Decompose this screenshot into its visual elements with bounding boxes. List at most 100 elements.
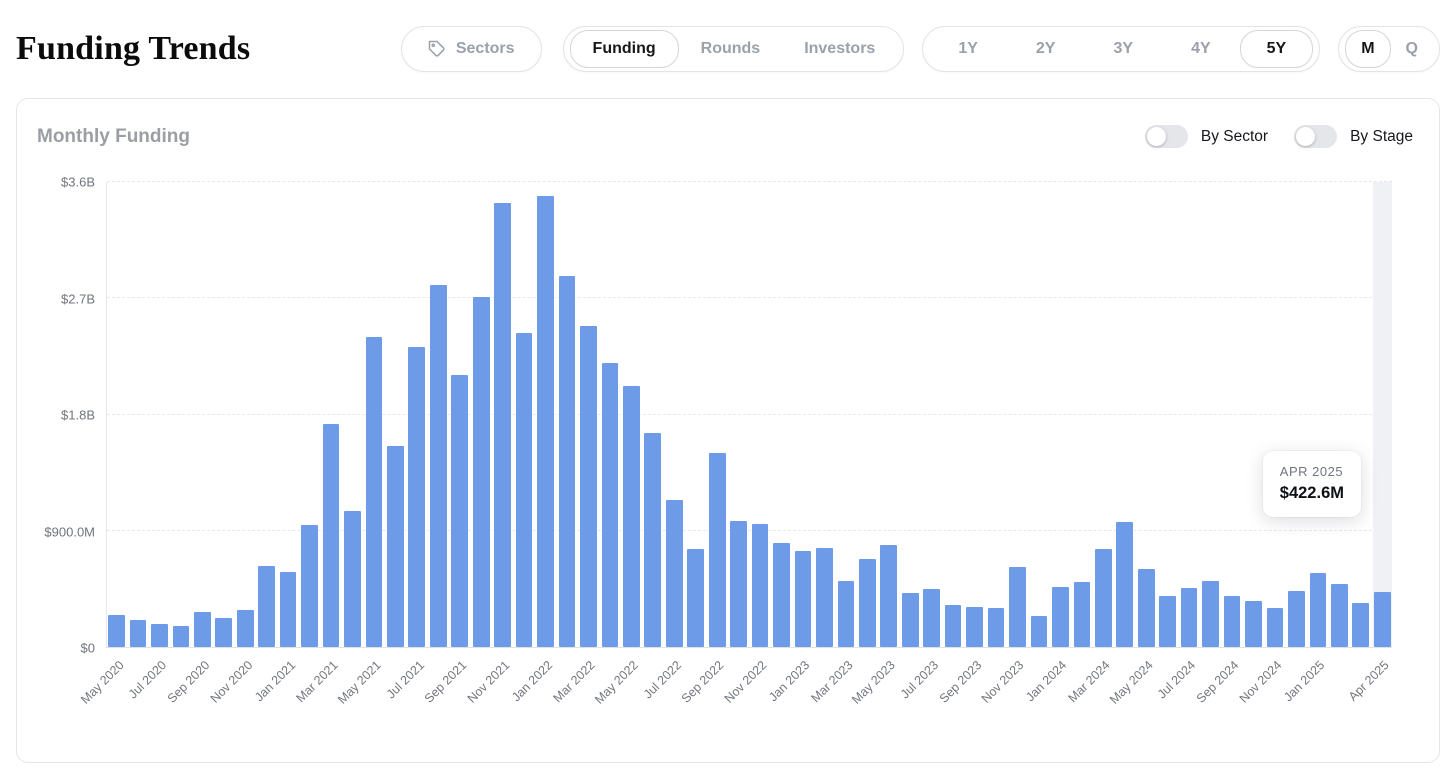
bar[interactable] [172,625,190,647]
bar-slot-jun-2022[interactable] [643,182,662,647]
bar[interactable] [837,581,855,647]
bar[interactable] [558,275,576,647]
bar[interactable] [644,433,662,647]
bar[interactable] [1073,581,1091,647]
bar[interactable] [794,550,812,647]
bar-slot-jul-2021[interactable] [407,182,426,647]
bar-slot-jul-2022[interactable] [665,182,684,647]
bar-slot-jul-2020[interactable] [150,182,169,647]
bar-slot-nov-2021[interactable] [493,182,512,647]
bar[interactable] [1309,573,1327,647]
tab-1y[interactable]: 1Y [958,40,978,57]
bar-slot-dec-2023[interactable] [1029,182,1048,647]
bar[interactable] [537,195,554,647]
bar[interactable] [816,547,833,647]
bar[interactable] [1030,616,1048,647]
bar[interactable] [987,608,1005,647]
bar[interactable] [279,571,297,647]
bar[interactable] [1094,549,1112,647]
bar-slot-feb-2021[interactable] [300,182,319,647]
bar[interactable] [365,337,383,647]
bar-slot-jun-2024[interactable] [1158,182,1177,647]
tab-investors[interactable]: Investors [804,40,876,57]
by-stage-switch[interactable] [1294,125,1338,148]
bar[interactable] [1330,584,1348,647]
bar-slot-sep-2020[interactable] [193,182,212,647]
bar-slot-mar-2024[interactable] [1094,182,1113,647]
bar-slot-aug-2023[interactable] [944,182,963,647]
bar-slot-jan-2024[interactable] [1051,182,1070,647]
tab-5y[interactable]: 5Y [1239,30,1314,68]
bar[interactable] [322,423,340,647]
bar[interactable] [601,363,619,647]
bar[interactable] [494,202,511,647]
bar[interactable] [1288,590,1305,647]
tab-monthly[interactable]: M [1345,30,1391,68]
bar-slot-feb-2025[interactable] [1330,182,1349,647]
bar[interactable] [387,446,404,647]
bar-slot-oct-2024[interactable] [1244,182,1263,647]
bar-slot-may-2020[interactable] [107,182,126,647]
bar[interactable] [944,604,962,647]
bar[interactable] [966,607,983,647]
bar-slot-nov-2024[interactable] [1265,182,1284,647]
bar[interactable] [687,549,705,647]
bar[interactable] [236,609,254,647]
bar-slot-dec-2022[interactable] [772,182,791,647]
bar-slot-may-2021[interactable] [364,182,383,647]
bar-slot-feb-2024[interactable] [1072,182,1091,647]
bar[interactable] [1352,603,1370,647]
bar[interactable] [665,499,683,647]
bar[interactable] [1223,595,1241,647]
bar-slot-apr-2021[interactable] [343,182,362,647]
bar[interactable] [429,284,447,647]
bar-slot-oct-2023[interactable] [987,182,1006,647]
bar-slot-sep-2023[interactable] [965,182,984,647]
bar[interactable] [515,333,533,647]
bar[interactable] [151,623,168,647]
bar-slot-apr-2022[interactable] [600,182,619,647]
bar-slot-aug-2021[interactable] [429,182,448,647]
bar-slot-nov-2020[interactable] [236,182,255,647]
tab-rounds[interactable]: Rounds [700,40,761,57]
bar[interactable] [923,588,941,647]
bar[interactable] [901,593,919,647]
bar-slot-apr-2025[interactable] [1372,182,1392,647]
bar-slot-mar-2023[interactable] [836,182,855,647]
bar[interactable] [708,453,726,647]
bar-slot-apr-2023[interactable] [858,182,877,647]
bar[interactable] [730,520,747,647]
bar[interactable] [1180,587,1198,647]
sectors-button[interactable]: Sectors [400,26,542,72]
bar-slot-oct-2020[interactable] [214,182,233,647]
bar-slot-aug-2022[interactable] [686,182,705,647]
bar[interactable] [301,525,318,647]
bar-slot-feb-2022[interactable] [558,182,577,647]
bar-slot-jan-2022[interactable] [536,182,555,647]
bar[interactable] [408,346,426,647]
bar-slot-jan-2021[interactable] [279,182,298,647]
bar[interactable] [1009,566,1026,647]
bar[interactable] [1052,587,1069,647]
tab-2y[interactable]: 2Y [1035,40,1056,57]
bar-slot-nov-2023[interactable] [1008,182,1027,647]
bar[interactable] [1159,595,1177,647]
bar-slot-mar-2025[interactable] [1351,182,1370,647]
tab-quarterly[interactable]: Q [1405,40,1418,57]
bar[interactable] [880,544,898,647]
bar-slot-oct-2021[interactable] [472,182,491,647]
by-sector-switch[interactable] [1144,125,1188,148]
bar-slot-jun-2021[interactable] [386,182,405,647]
bar[interactable] [1137,569,1155,647]
bar[interactable] [1202,580,1219,647]
by-sector-toggle[interactable]: By Sector [1144,125,1268,148]
bar[interactable] [451,374,469,647]
bar[interactable] [751,524,769,647]
bar[interactable] [859,558,876,647]
bar-slot-jul-2023[interactable] [922,182,941,647]
bar[interactable] [1116,521,1134,647]
tab-4y[interactable]: 4Y [1191,40,1211,57]
bar-slot-jun-2023[interactable] [901,182,920,647]
bar-slot-jan-2025[interactable] [1308,182,1327,647]
bar[interactable] [623,386,640,647]
